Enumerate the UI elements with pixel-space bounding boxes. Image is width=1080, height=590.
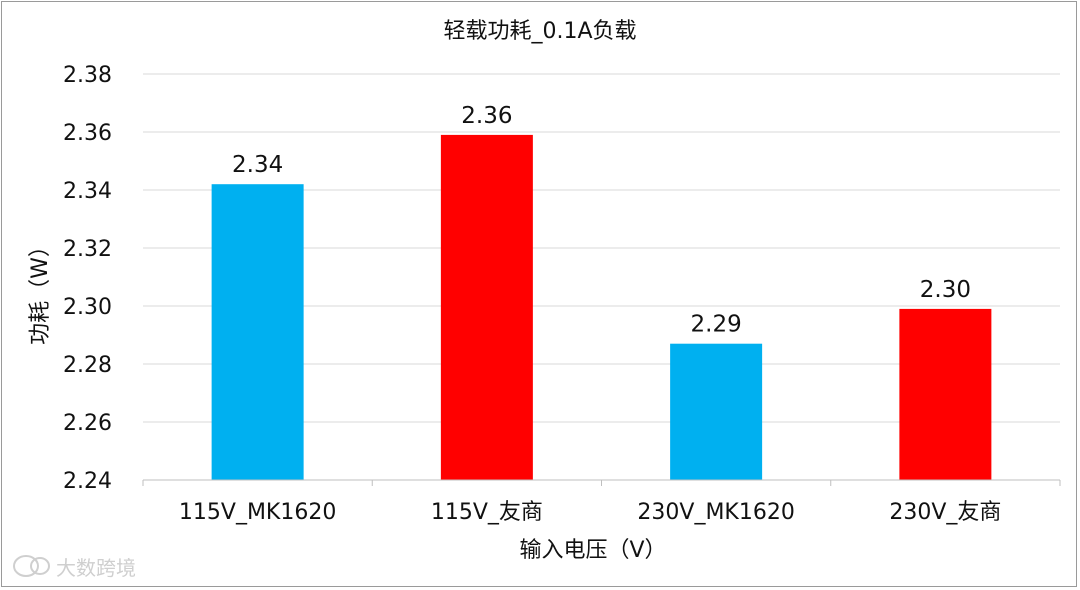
x-tick-label: 230V_友商	[889, 500, 1001, 525]
y-tick-label: 2.30	[63, 295, 112, 320]
bar	[899, 308, 992, 480]
x-tick-label: 115V_MK1620	[179, 500, 336, 525]
data-label: 2.30	[920, 277, 971, 303]
y-tick-label: 2.32	[63, 237, 112, 262]
chart-title: 轻载功耗_0.1A负载	[443, 19, 636, 44]
y-tick-label: 2.26	[63, 411, 112, 436]
data-labels: 2.34 2.36 2.29 2.30	[232, 103, 971, 338]
y-tick-label: 2.34	[63, 179, 112, 204]
chat-bubble-icon	[13, 555, 50, 577]
watermark: 大数跨境	[13, 555, 136, 580]
bars	[211, 134, 992, 480]
y-tick-label: 2.38	[63, 63, 112, 88]
bar	[440, 134, 533, 480]
x-tick-label: 115V_友商	[431, 500, 543, 525]
x-tick-label: 230V_MK1620	[637, 500, 794, 525]
data-label: 2.36	[461, 103, 512, 129]
data-label: 2.34	[232, 152, 283, 178]
y-tick-label: 2.28	[63, 353, 112, 378]
data-label: 2.29	[691, 312, 742, 338]
watermark-text: 大数跨境	[56, 556, 136, 580]
y-axis-ticks: 2.24 2.26 2.28 2.30 2.32 2.34 2.36 2.38	[63, 63, 112, 494]
bar	[211, 184, 304, 480]
x-axis-ticks: 115V_MK1620 115V_友商 230V_MK1620 230V_友商	[142, 480, 1061, 525]
bar	[670, 343, 763, 480]
x-axis-title: 输入电压（V）	[519, 538, 666, 563]
y-tick-label: 2.36	[63, 121, 112, 146]
y-tick-label: 2.24	[63, 469, 112, 494]
y-axis-title: 功耗（W）	[28, 235, 53, 345]
